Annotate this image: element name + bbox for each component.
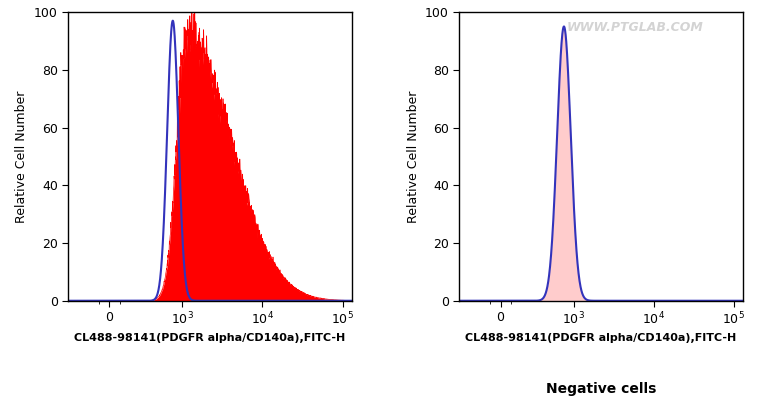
Text: WWW.PTGLAB.COM: WWW.PTGLAB.COM bbox=[567, 21, 703, 34]
X-axis label: CL488-98141(PDGFR alpha/CD140a),FITC-H: CL488-98141(PDGFR alpha/CD140a),FITC-H bbox=[74, 333, 346, 343]
Y-axis label: Relative Cell Number: Relative Cell Number bbox=[15, 90, 28, 223]
X-axis label: CL488-98141(PDGFR alpha/CD140a),FITC-H: CL488-98141(PDGFR alpha/CD140a),FITC-H bbox=[465, 333, 737, 343]
Y-axis label: Relative Cell Number: Relative Cell Number bbox=[406, 90, 419, 223]
Text: Negative cells: Negative cells bbox=[546, 382, 656, 396]
